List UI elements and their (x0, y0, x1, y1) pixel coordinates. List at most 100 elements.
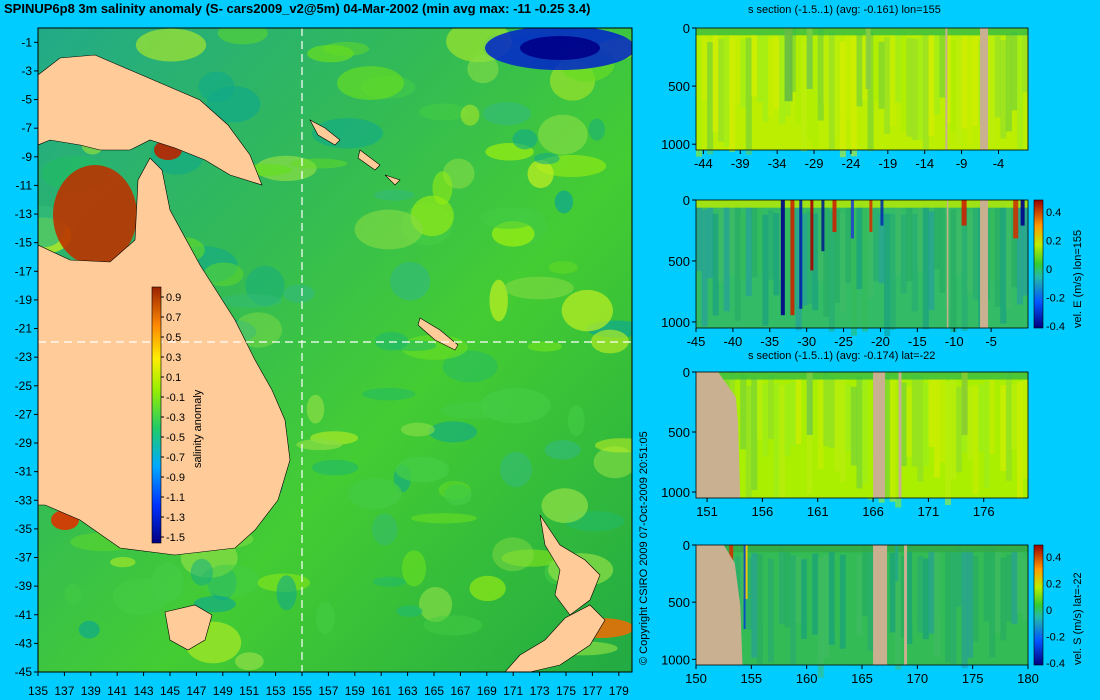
section-x-tick-label: -20 (871, 334, 890, 349)
salinity-map[interactable]: 135 137 139 141 143 145 147 149 151 153 155 157 159 1… (0, 0, 640, 700)
section-stripe (839, 379, 846, 483)
field-blob (538, 114, 588, 155)
section-stripe (856, 376, 863, 489)
section-stripe (961, 35, 968, 129)
section-stripe (756, 554, 763, 664)
section-stripe (906, 37, 913, 137)
field-blob (235, 652, 264, 671)
section-stripe (994, 551, 1001, 634)
section-land-mask (696, 372, 741, 498)
map-x-tick-label: 137 (54, 684, 74, 698)
map-y-tick-label: -9 (21, 150, 32, 164)
map-y-tick-label: -41 (15, 608, 33, 622)
section-x-tick-label: -19 (878, 156, 897, 171)
map-colorbar-tick-label: -1.3 (166, 512, 185, 524)
map-x-tick-label: 135 (28, 684, 48, 698)
section-stripe (989, 378, 996, 454)
map-y-tick-label: -39 (15, 579, 33, 593)
section-stripe (784, 383, 791, 457)
field-blob (203, 262, 244, 287)
field-blob (533, 152, 560, 165)
section-x-tick-label: -24 (842, 156, 861, 171)
map-x-tick-label: 175 (556, 684, 576, 698)
section-stripe (911, 38, 918, 140)
vel-s-section[interactable]: 150 155 160 165 170 175 180 0 500 1000 0.4 0.2 0 -0.2… (640, 535, 1100, 700)
section-x-tick-label: -44 (694, 156, 713, 171)
section-stripe (900, 30, 907, 131)
field-blob (110, 557, 136, 568)
section-stripe (740, 551, 747, 626)
section-y-tick-label: 0 (683, 538, 690, 553)
section-stripe (917, 376, 924, 482)
section-stripe (696, 205, 703, 271)
section-stripe (723, 36, 730, 147)
section-colorbar-tick-label: -0.2 (1046, 293, 1065, 305)
map-y-tick-label: -25 (15, 379, 33, 393)
section-feature (821, 200, 825, 252)
salinity-section-lat[interactable]: 151 156 161 166 171 176 0 500 1000 (640, 362, 1040, 530)
section-stripe (906, 386, 913, 457)
section-stripe (1011, 549, 1018, 625)
salinity-section-lon[interactable]: -44 -39 -34 -29 -24 -19 -14 -9 -4 0 500 1000 (640, 18, 1040, 183)
section-y-tick-label: 1000 (661, 315, 690, 330)
section-x-tick-label: -5 (985, 334, 997, 349)
map-colorbar-tick-label: 0.1 (166, 372, 181, 384)
fresh-anomaly-patch (520, 36, 600, 60)
section-frame (695, 27, 1029, 151)
section-stripe (1000, 40, 1007, 139)
field-blob (489, 279, 508, 322)
section-feature (961, 200, 967, 226)
section-stripe (873, 37, 880, 103)
section-stripe (895, 550, 902, 670)
map-x-tick-label: 151 (239, 684, 259, 698)
section-stripe (712, 213, 719, 316)
section-stripe (867, 380, 874, 500)
section-stripe (823, 206, 830, 317)
section-stripe (839, 213, 846, 313)
map-x-tick-label: 155 (292, 684, 312, 698)
section-stripe (734, 203, 741, 322)
field-blob (348, 477, 402, 509)
section-stripe (989, 210, 996, 282)
field-blob (561, 289, 613, 332)
section-stripe (945, 28, 952, 124)
map-colorbar-tick-label: 0.5 (166, 332, 181, 344)
field-blob (217, 28, 268, 45)
field-blob (396, 605, 423, 617)
section-y-tick-label: 500 (668, 425, 690, 440)
field-blob (479, 207, 537, 229)
section-feature (865, 28, 871, 89)
map-x-tick-label: 153 (266, 684, 286, 698)
section-stripe (867, 549, 874, 651)
field-blob (78, 620, 100, 639)
section-stripe (729, 203, 736, 275)
map-y-tick-label: -21 (15, 322, 33, 336)
field-blob (373, 189, 415, 201)
section-stripe (745, 206, 752, 297)
field-blob (501, 549, 561, 567)
field-blob (483, 101, 531, 126)
section-x-tick-label: 175 (962, 671, 984, 686)
vel-e-section[interactable]: -45 -40 -35 -30 -25 -20 -15 -10 -5 0 500 1000 0.4 0.2… (640, 190, 1100, 350)
section-stripe (1016, 382, 1023, 499)
field-blob (151, 563, 184, 603)
section-stripe (812, 213, 819, 311)
map-y-tick-label: -19 (15, 293, 33, 307)
section-stripe (756, 201, 763, 275)
section-stripe (834, 553, 841, 630)
new-guinea-land (38, 54, 263, 186)
field-blob (307, 44, 354, 63)
section-x-tick-label: -30 (797, 334, 816, 349)
field-blob (504, 276, 574, 300)
section-stripe (734, 32, 741, 104)
section-stripe (873, 206, 880, 282)
section1-title: s section (-1.5..1) (avg: -0.161) lon=15… (748, 4, 941, 16)
field-blob (544, 440, 581, 460)
section-x-tick-label: -10 (945, 334, 964, 349)
section-stripe (756, 372, 763, 440)
section-land-mask (898, 372, 902, 498)
section-stripe (972, 200, 979, 300)
section-stripe (812, 38, 819, 148)
map-y-tick-label: -33 (15, 493, 33, 507)
section-x-tick-label: 151 (696, 504, 718, 519)
